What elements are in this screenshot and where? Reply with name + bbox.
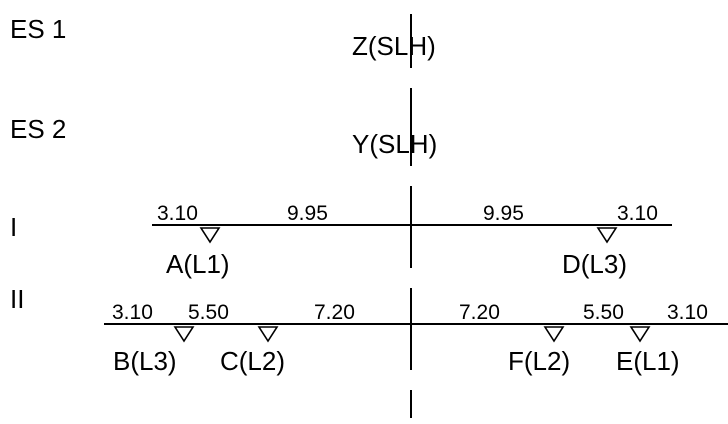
dim-ii-1: 3.10	[112, 301, 153, 324]
load-label-e: E(L1)	[616, 346, 680, 376]
dim-ii-5: 5.50	[583, 301, 624, 324]
row-label-es2: ES 2	[10, 114, 66, 144]
dim-i-4: 3.10	[617, 202, 658, 225]
dim-i-2: 9.95	[287, 202, 328, 225]
load-label-z: Z(SLH)	[352, 31, 436, 61]
load-label-a: A(L1)	[166, 249, 230, 279]
dim-ii-3: 7.20	[314, 301, 355, 324]
load-label-d: D(L3)	[562, 249, 627, 279]
load-label-y: Y(SLH)	[352, 129, 437, 159]
load-marker-c	[257, 326, 279, 343]
load-marker-a	[199, 227, 221, 244]
load-marker-f	[543, 326, 565, 343]
load-label-c: C(L2)	[220, 346, 285, 376]
row-label-ii: II	[10, 284, 24, 314]
load-marker-d	[596, 227, 618, 244]
load-label-f: F(L2)	[508, 346, 570, 376]
dim-ii-2: 5.50	[188, 301, 229, 324]
load-marker-b	[173, 326, 195, 343]
load-marker-e	[629, 326, 651, 343]
dim-i-3: 9.95	[483, 202, 524, 225]
dim-ii-4: 7.20	[459, 301, 500, 324]
row-label-i: I	[10, 212, 17, 242]
load-label-b: B(L3)	[113, 346, 177, 376]
dim-ii-6: 3.10	[667, 301, 708, 324]
dim-i-1: 3.10	[157, 202, 198, 225]
row-label-es1: ES 1	[10, 14, 66, 44]
